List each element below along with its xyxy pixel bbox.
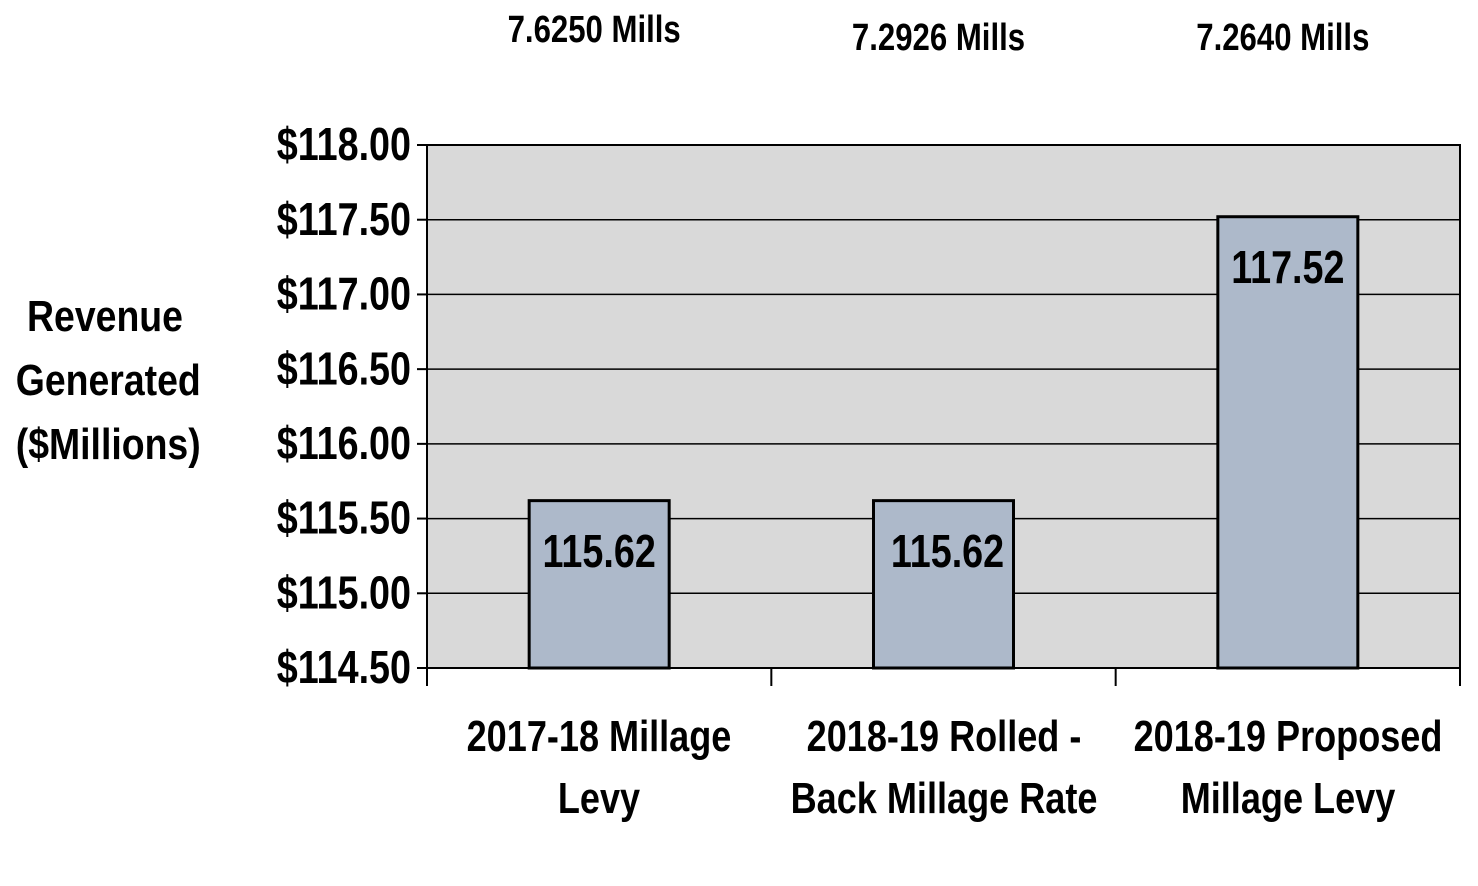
- annotation: 7.6250 Mills: [508, 9, 681, 51]
- y-tick-label: $115.00: [277, 567, 411, 618]
- y-tick-label: $117.00: [277, 268, 411, 319]
- y-tick-label: $116.50: [277, 343, 411, 394]
- y-axis-label: Revenue Generated ($Millions): [15, 292, 201, 469]
- x-tick-label: 2017-18 Millage Levy: [466, 712, 732, 823]
- data-label: 117.52: [1231, 241, 1344, 292]
- bar: [527, 499, 671, 670]
- annotation: 7.2640 Mills: [1196, 17, 1369, 59]
- y-tick-label: $115.50: [277, 492, 411, 543]
- y-tick-label: $114.50: [277, 642, 411, 693]
- x-tick-label: 2018-19 Rolled - Back Millage Rate: [790, 712, 1097, 823]
- y-tick-label: $117.50: [277, 193, 411, 244]
- y-tick-label: $116.00: [277, 417, 411, 468]
- bar: [1216, 215, 1360, 670]
- x-tick-label: 2018-19 Proposed Millage Levy: [1133, 712, 1443, 823]
- annotation: 7.2926 Mills: [852, 17, 1025, 59]
- data-label: 115.62: [891, 525, 1004, 576]
- y-tick-label: $118.00: [277, 119, 411, 170]
- data-label: 115.62: [543, 525, 656, 576]
